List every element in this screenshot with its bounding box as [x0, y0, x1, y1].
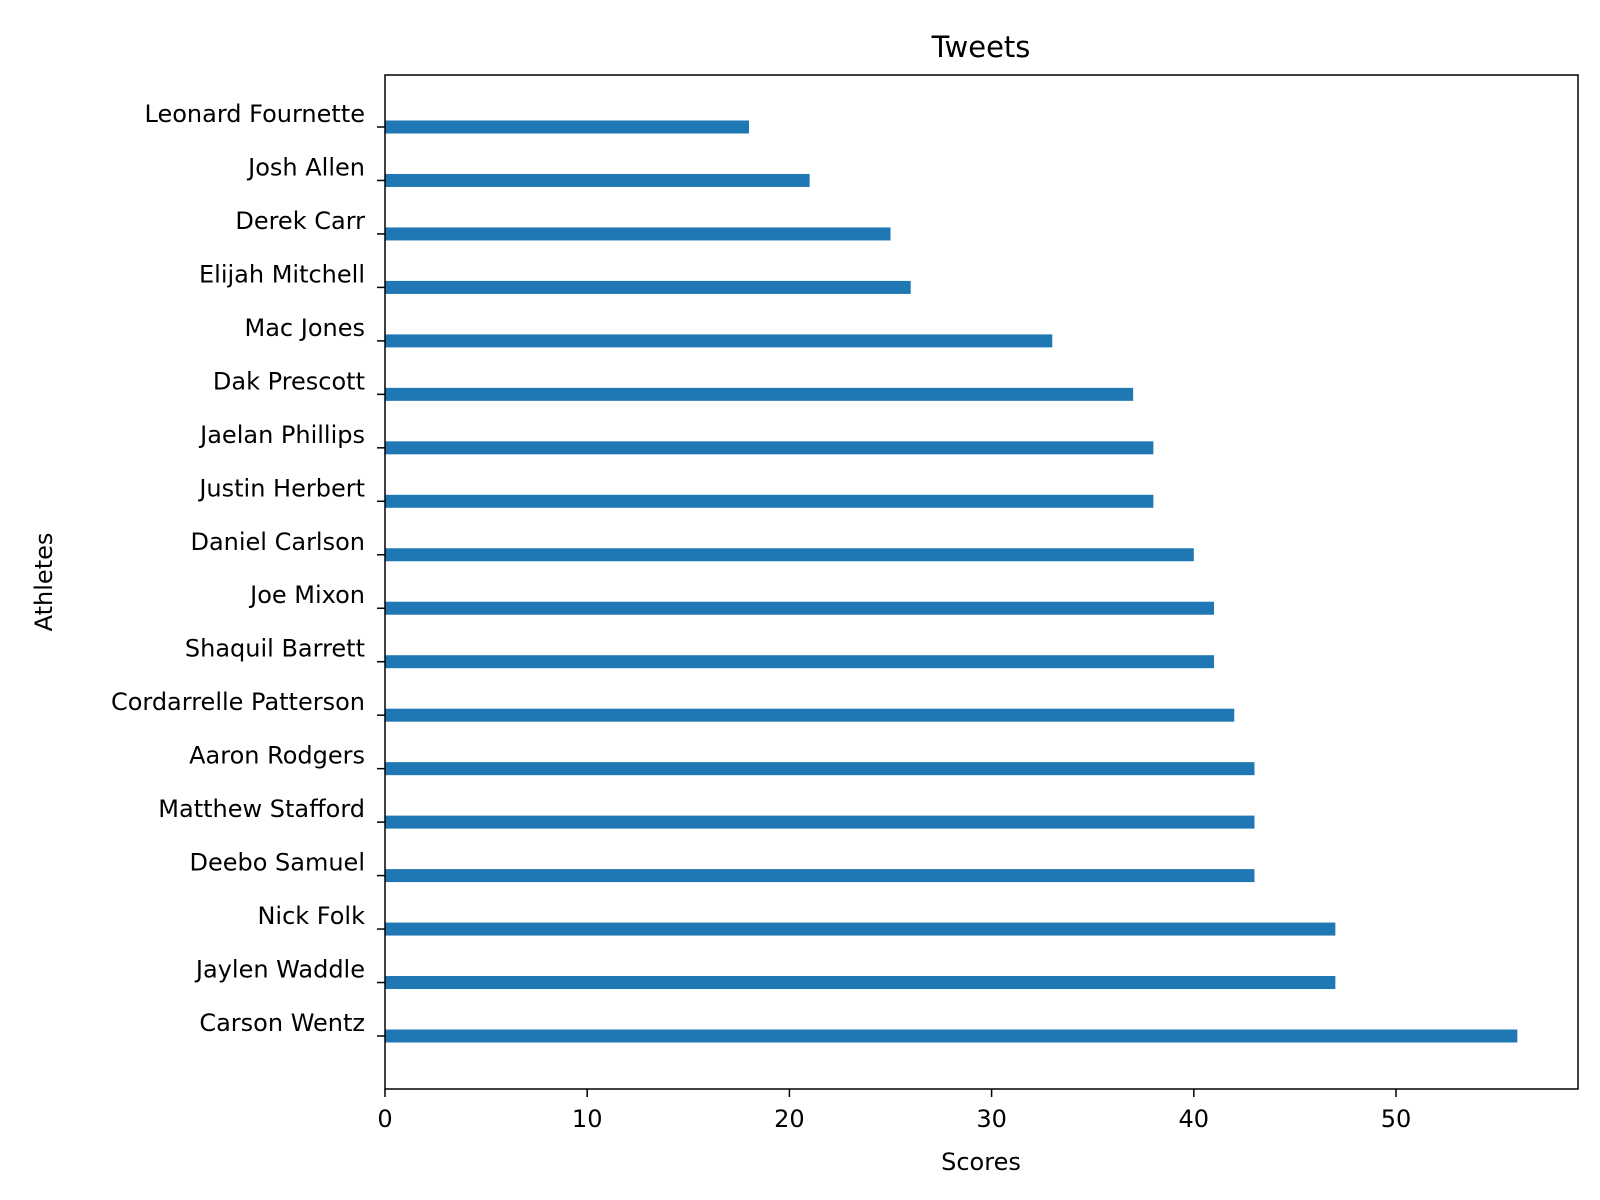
plot-frame [384, 74, 1579, 1090]
bar [385, 334, 1053, 348]
y-tick-label: Joe Mixon [248, 581, 365, 609]
bar [385, 548, 1194, 562]
x-tick-label: 10 [572, 1105, 603, 1133]
y-tick-label: Derek Carr [235, 207, 365, 235]
bar [385, 922, 1336, 936]
y-axis-ticks: Leonard Fournette Josh Allen Derek Carr Eli… [111, 100, 385, 1037]
bar [385, 601, 1215, 615]
bar [385, 173, 810, 187]
chart-title: Tweets [931, 30, 1031, 64]
y-tick-label: Jaelan Phillips [198, 421, 365, 449]
bar [385, 120, 749, 134]
y-tick-label: Jaylen Waddle [194, 956, 365, 984]
bar [385, 494, 1154, 508]
y-tick-label: Justin Herbert [197, 474, 365, 502]
y-axis-label: Athletes [30, 533, 58, 632]
bar [385, 280, 911, 294]
y-tick-label: Dak Prescott [213, 367, 365, 395]
x-tick-label: 30 [976, 1105, 1007, 1133]
y-tick-label: Cordarrelle Patterson [111, 688, 365, 716]
y-tick-label: Mac Jones [245, 314, 365, 342]
x-tick-label: 50 [1381, 1105, 1412, 1133]
y-tick-label: Daniel Carlson [190, 528, 365, 556]
y-tick-label: Aaron Rodgers [189, 742, 365, 770]
y-tick-label: Elijah Mitchell [199, 260, 365, 288]
y-tick-label: Shaquil Barrett [185, 635, 365, 663]
bar [385, 655, 1215, 669]
x-tick-label: 0 [377, 1105, 392, 1133]
x-tick-label: 20 [774, 1105, 805, 1133]
bar [385, 227, 891, 241]
bar [385, 815, 1255, 829]
bar [385, 869, 1255, 883]
bar [385, 441, 1154, 455]
y-tick-label: Nick Folk [257, 902, 365, 930]
bar [385, 1029, 1518, 1043]
bar [385, 976, 1336, 990]
bar [385, 762, 1255, 776]
x-axis-label: Scores [941, 1148, 1021, 1176]
y-tick-label: Matthew Stafford [158, 795, 365, 823]
x-axis-ticks: 0 10 20 30 40 50 [377, 1089, 1411, 1133]
y-tick-label: Josh Allen [246, 153, 365, 181]
y-tick-label: Carson Wentz [199, 1009, 365, 1037]
bars-group [385, 120, 1518, 1043]
y-tick-label: Deebo Samuel [189, 849, 365, 877]
x-tick-label: 40 [1179, 1105, 1210, 1133]
bar [385, 387, 1134, 401]
y-tick-label: Leonard Fournette [145, 100, 365, 128]
bar [385, 708, 1235, 722]
